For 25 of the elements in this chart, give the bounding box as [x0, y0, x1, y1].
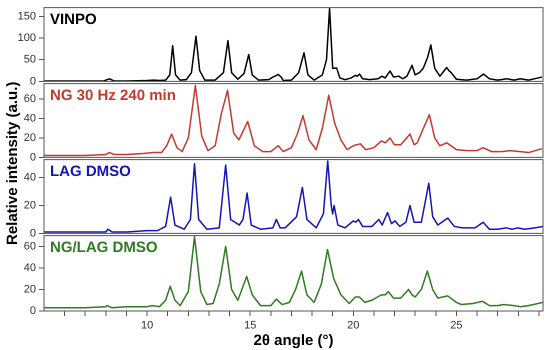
y-tick-label: 0 [30, 75, 36, 88]
y-tick-label: 100 [18, 32, 36, 44]
y-tick-label: 40 [24, 172, 36, 184]
text: VINPO [50, 11, 98, 28]
y-tick-label: 0 [30, 227, 36, 240]
y-tick-label: 20 [24, 200, 36, 212]
y-tick-label: 0 [30, 305, 36, 318]
x-axis-title: 2θ angle (°) [254, 332, 334, 350]
y-axis-title: Relative intensity (a.u.) [4, 82, 22, 245]
y-tick-label: 40 [24, 112, 36, 125]
x-tick-label: 20 [347, 320, 360, 332]
y-tick-label: 60 [24, 93, 36, 106]
y-tick-label: 0 [30, 151, 36, 164]
y-tick-label: 50 [24, 54, 36, 66]
y-tick-label: 150 [18, 10, 36, 22]
y-tick-label: 20 [24, 283, 36, 296]
x-tick-label: 25 [450, 320, 463, 332]
series-label: NG 30 Hz 240 min [50, 87, 176, 104]
y-tick-label: 60 [24, 240, 36, 252]
x-tick-label: 10 [140, 320, 154, 332]
text: LAG DMSO [50, 163, 132, 180]
y-tick-label: 20 [24, 132, 36, 144]
text: NG/LAG DMSO [50, 239, 158, 256]
y-tick-label: 40 [24, 262, 36, 274]
x-tick-label: 15 [244, 320, 256, 332]
